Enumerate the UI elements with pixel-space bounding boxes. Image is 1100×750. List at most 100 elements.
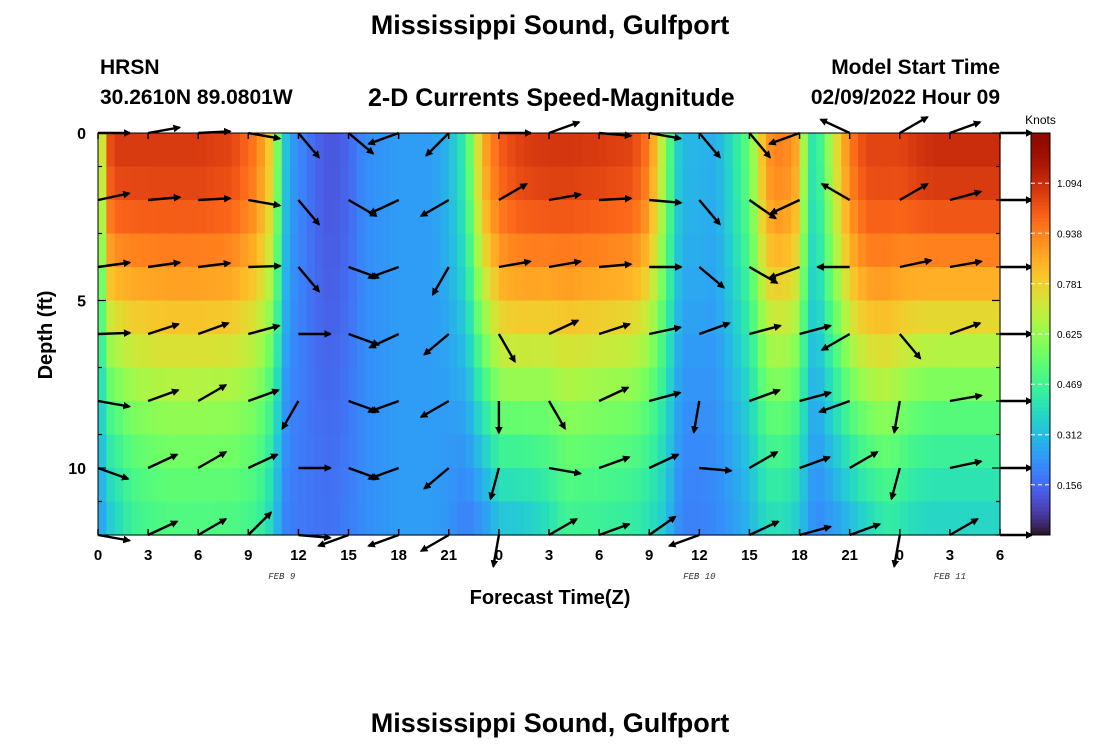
heatmap-cell	[273, 501, 283, 536]
current-vector-arrow	[247, 388, 280, 403]
heatmap-cell	[540, 434, 550, 469]
colorbar-swatch	[1031, 390, 1050, 395]
current-vector-arrow	[768, 131, 801, 146]
heatmap-cell	[807, 334, 817, 369]
heatmap-cell	[966, 267, 976, 302]
colorbar-swatch	[1031, 486, 1050, 492]
heatmap-cell	[590, 200, 600, 235]
heatmap-cell	[690, 334, 700, 369]
heatmap-cell	[148, 233, 158, 268]
heatmap-cell	[908, 434, 918, 469]
current-vector-arrow	[899, 182, 929, 202]
heatmap-cell	[891, 267, 901, 302]
heatmap-cell	[991, 267, 1001, 302]
heatmap-cell	[148, 166, 158, 201]
heatmap-cell	[874, 367, 884, 402]
heatmap-cell	[732, 434, 742, 469]
heatmap-cell	[958, 434, 968, 469]
heatmap-cell	[749, 367, 759, 402]
heatmap-cell	[791, 468, 801, 503]
heatmap-cell	[966, 401, 976, 436]
heatmap-cell	[849, 233, 859, 268]
heatmap-cell	[557, 367, 567, 402]
heatmap-cell	[114, 200, 124, 235]
heatmap-cell	[239, 267, 249, 302]
current-vector-arrow	[891, 400, 901, 435]
colorbar-tick-label: 0.312	[1057, 431, 1082, 442]
heatmap-cell	[674, 401, 684, 436]
heatmap-cell	[632, 434, 642, 469]
heatmap-cell	[315, 133, 325, 168]
heatmap-cell	[123, 434, 133, 469]
colorbar-swatch	[1031, 350, 1050, 355]
heatmap-cell	[98, 367, 107, 402]
colorbar-swatch	[1031, 165, 1050, 170]
heatmap-cell	[290, 401, 300, 436]
heatmap-cell	[791, 267, 801, 302]
heatmap-cell	[248, 468, 258, 503]
heatmap-cell	[841, 501, 851, 536]
heatmap-cell	[899, 300, 909, 335]
heatmap-cell	[766, 401, 776, 436]
heatmap-cell	[498, 267, 508, 302]
heatmap-cell	[490, 401, 500, 436]
heatmap-cell	[774, 233, 784, 268]
heatmap-cell	[858, 468, 867, 503]
heatmap-cell	[123, 334, 133, 369]
heatmap-cell	[640, 401, 650, 436]
heatmap-cell	[164, 200, 174, 235]
heatmap-cell	[373, 501, 383, 536]
heatmap-cell	[908, 300, 918, 335]
colorbar-swatch	[1031, 414, 1050, 419]
heatmap-cell	[565, 267, 575, 302]
heatmap-cell	[866, 200, 876, 235]
heatmap-cell	[398, 401, 408, 436]
heatmap-cell	[883, 434, 893, 469]
heatmap-cell	[298, 501, 308, 536]
heatmap-cell	[423, 367, 433, 402]
heatmap-cell	[874, 468, 884, 503]
heatmap-cell	[615, 200, 625, 235]
heatmap-cell	[983, 367, 993, 402]
heatmap-cell	[498, 233, 508, 268]
heatmap-cell	[949, 468, 959, 503]
heatmap-cell	[741, 334, 751, 369]
heatmap-cell	[532, 401, 542, 436]
heatmap-cell	[899, 468, 909, 503]
heatmap-cell	[807, 468, 817, 503]
heatmap-cell	[874, 166, 884, 201]
heatmap-cell	[440, 166, 450, 201]
heatmap-cell	[766, 334, 776, 369]
current-vector-arrow	[198, 127, 232, 136]
current-vector-arrow	[768, 265, 801, 280]
heatmap-cell	[123, 166, 133, 201]
heatmap-cell	[866, 334, 876, 369]
heatmap-cell	[114, 501, 124, 536]
heatmap-cell	[958, 468, 968, 503]
colorbar-swatch	[1031, 285, 1050, 291]
heatmap-cell	[757, 166, 767, 201]
heatmap-cell	[198, 300, 208, 335]
colorbar-swatch	[1031, 149, 1050, 154]
heatmap-cell	[665, 434, 675, 469]
heatmap-cell	[749, 434, 759, 469]
current-vector-arrow	[598, 522, 631, 537]
heatmap-cell	[290, 334, 300, 369]
heatmap-cell	[649, 434, 659, 469]
heatmap-cell	[523, 133, 533, 168]
heatmap-cell	[941, 200, 951, 235]
heatmap-cell	[908, 233, 918, 268]
heatmap-cell	[381, 166, 391, 201]
heatmap-cell	[390, 233, 400, 268]
heatmap-cell	[340, 200, 350, 235]
heatmap-cell	[273, 233, 283, 268]
heatmap-cell	[198, 501, 208, 536]
heatmap-cell	[924, 334, 934, 369]
heatmap-cell	[239, 367, 249, 402]
current-vector-arrow	[749, 323, 782, 336]
y-tick-label: 5	[77, 294, 86, 311]
heatmap-cell	[682, 401, 692, 436]
heatmap-cell	[682, 501, 692, 536]
heatmap-cell	[373, 133, 383, 168]
heatmap-cell	[457, 133, 467, 168]
